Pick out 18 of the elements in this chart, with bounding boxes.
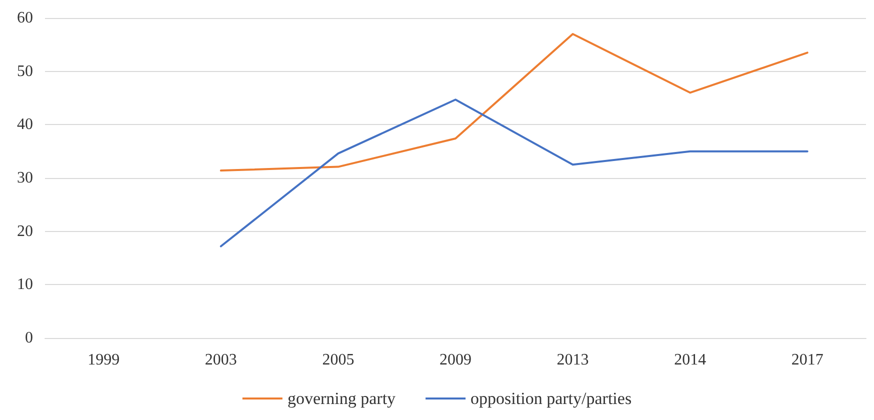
legend-label: opposition party/parties bbox=[470, 389, 632, 408]
y-tick-label: 10 bbox=[17, 276, 33, 294]
x-tick-label: 2014 bbox=[674, 352, 706, 368]
y-tick-label: 50 bbox=[17, 62, 33, 80]
y-tick-label: 60 bbox=[17, 10, 33, 26]
x-tick-label: 2003 bbox=[204, 352, 237, 368]
x-tick-label: 2005 bbox=[322, 352, 354, 368]
line-series bbox=[220, 33, 808, 172]
y-tick-label: 30 bbox=[17, 170, 33, 186]
y-tick-label: 0 bbox=[25, 330, 33, 346]
legend-label: governing party bbox=[287, 389, 396, 408]
y-tick-label: 20 bbox=[17, 222, 33, 240]
x-tick-label: 2009 bbox=[440, 352, 472, 368]
x-tick-label: 1999 bbox=[88, 352, 120, 368]
x-tick-label: 2017 bbox=[791, 352, 824, 368]
x-tick-label: 2013 bbox=[556, 352, 589, 368]
line-series bbox=[220, 98, 808, 248]
y-tick-label: 40 bbox=[17, 116, 33, 134]
